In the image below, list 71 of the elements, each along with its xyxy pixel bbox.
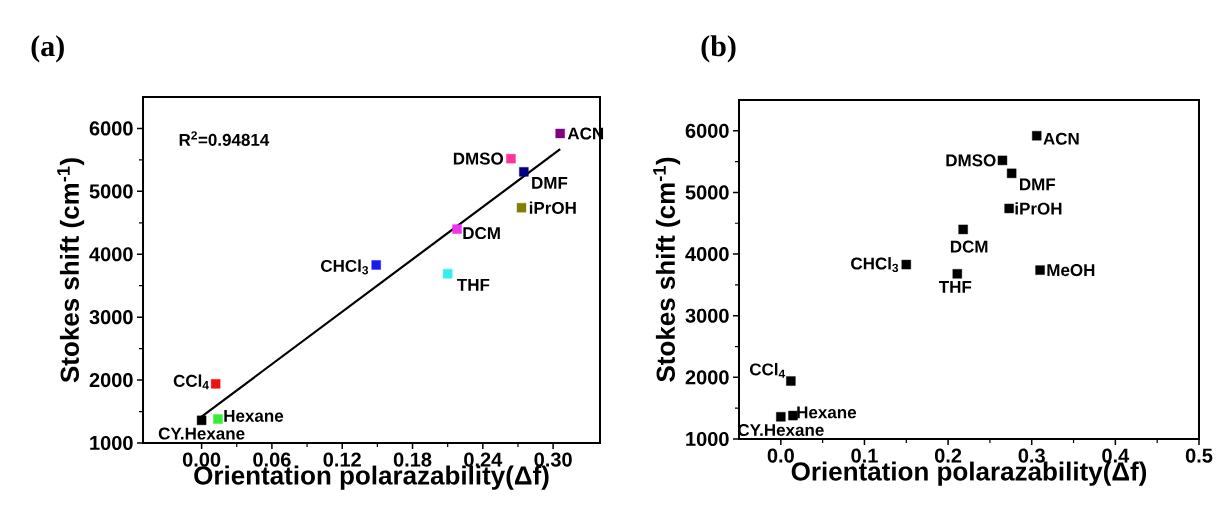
y-tick-label: 2000 xyxy=(89,373,133,388)
point xyxy=(442,269,453,279)
annotation: THF xyxy=(457,278,490,291)
point xyxy=(213,414,223,424)
y-tick-label: 6000 xyxy=(89,121,133,136)
point xyxy=(1006,168,1017,179)
y-axis-title: Stokes shift (cm$^{-1}$) xyxy=(653,157,681,382)
x-tick-label: 0.18 xyxy=(393,452,432,467)
annotation: DCM xyxy=(463,227,500,240)
point xyxy=(786,376,796,386)
point xyxy=(788,410,798,421)
point xyxy=(196,415,207,426)
y-tick-label: 5000 xyxy=(89,184,133,199)
point xyxy=(519,167,529,177)
annotation: DMF xyxy=(532,177,568,189)
annotation: CHCl$_{3}$ xyxy=(321,259,369,275)
point xyxy=(958,224,968,235)
annotation: CY.Hexane xyxy=(738,423,824,437)
y-tick-label: 4000 xyxy=(89,247,133,262)
annotation: CCl$_{4}$ xyxy=(749,362,786,378)
x-axis-title: Orientation polarazability(Δf) xyxy=(791,461,1147,486)
y-tick-label: 3000 xyxy=(685,308,729,323)
point xyxy=(1032,131,1042,141)
annotation: THF xyxy=(938,281,972,293)
x-tick-label: 0.0 xyxy=(767,448,794,463)
annotation: iPrOH xyxy=(529,201,576,214)
y-tick-label: 6000 xyxy=(685,123,729,138)
annotation: CY.Hexane xyxy=(158,427,245,440)
point xyxy=(506,153,516,164)
annotation: CHCl$_{3}$ xyxy=(851,257,899,273)
annotation: DMSO xyxy=(453,152,504,165)
annotation: DMF xyxy=(1020,178,1056,191)
y-tick-label: 1000 xyxy=(686,431,729,447)
point xyxy=(901,259,911,270)
annotation: ACN xyxy=(1043,132,1079,145)
x-tick-label: 0.06 xyxy=(253,452,291,467)
annotation: DMSO xyxy=(946,154,996,167)
x-tick-label: 0.12 xyxy=(323,452,361,467)
y-tick-label: 2000 xyxy=(685,370,729,385)
y-tick-label: 3000 xyxy=(89,310,133,325)
y-axis-title: Stokes shift (cm$^{-1}$) xyxy=(57,158,85,383)
point xyxy=(371,260,381,270)
point xyxy=(776,412,786,422)
point xyxy=(555,128,565,139)
annotation: CCl$_{4}$ xyxy=(173,374,209,390)
annotation: R$^{2}$=0.94814 xyxy=(179,131,270,146)
point xyxy=(516,203,527,213)
annotation: iPrOH xyxy=(1015,202,1062,215)
point xyxy=(1004,203,1014,214)
point xyxy=(210,379,221,389)
annotation: Hexane xyxy=(797,406,857,419)
x-tick-label: 0.30 xyxy=(534,452,572,467)
y-tick-label: 1000 xyxy=(90,435,133,451)
point xyxy=(997,155,1008,166)
x-tick-label: 0.24 xyxy=(464,452,503,467)
annotation: DCM xyxy=(950,240,988,253)
point xyxy=(952,269,962,279)
x-tick-label: 0.00 xyxy=(182,452,221,467)
x-tick-label: 0.2 xyxy=(934,448,962,463)
x-tick-label: 0.4 xyxy=(1102,448,1130,463)
y-tick-label: 5000 xyxy=(685,185,729,200)
point xyxy=(452,224,462,234)
x-tick-label: 0.1 xyxy=(851,448,878,463)
x-tick-label: 0.3 xyxy=(1018,448,1045,463)
x-tick-label: 0.5 xyxy=(1185,448,1213,463)
chart-title: (a) xyxy=(31,35,64,63)
y-tick-label: 4000 xyxy=(685,247,729,262)
point xyxy=(1035,265,1045,275)
annotation: MeOH xyxy=(1047,264,1095,277)
chart-title: (b) xyxy=(701,35,736,63)
annotation: Hexane xyxy=(224,410,284,422)
